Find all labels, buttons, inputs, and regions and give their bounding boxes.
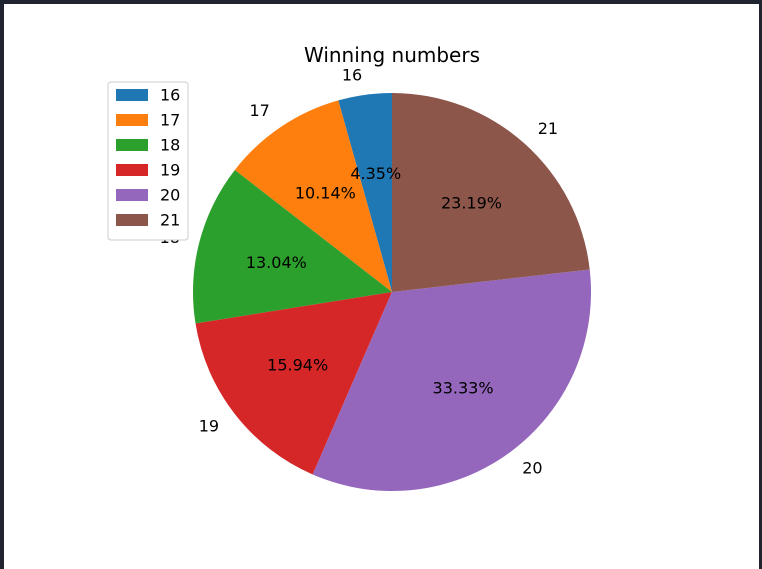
- legend: 16 17 18 19 20 21: [107, 81, 189, 241]
- slice-percent-17: 10.14%: [295, 183, 356, 202]
- pie-slice-16: [338, 93, 392, 292]
- legend-label-17: 17: [160, 111, 180, 130]
- pie-slice-17: [234, 100, 392, 292]
- slice-label-21: 21: [538, 119, 558, 138]
- legend-swatch-19: [116, 164, 148, 176]
- pie-slices: [193, 93, 592, 491]
- slice-percent-20: 33.33%: [433, 378, 494, 397]
- slice-percent-19: 15.94%: [267, 356, 328, 375]
- slice-label-16: 16: [342, 66, 362, 85]
- slice-label-17: 17: [250, 101, 270, 120]
- slice-percent-16: 4.35%: [350, 164, 401, 183]
- legend-swatch-20: [116, 189, 148, 201]
- chart-title: Winning numbers: [304, 43, 480, 67]
- legend-swatch-16: [116, 89, 148, 101]
- slice-percent-21: 23.19%: [441, 193, 502, 212]
- pie-slice-18: [193, 169, 392, 324]
- percentage-labels: 4.35%10.14% 13.04% 15.94% 33.33% 23.19%: [246, 164, 502, 397]
- slice-label-20: 20: [522, 458, 542, 477]
- pie-slice-20: [312, 269, 592, 491]
- slice-percent-18: 13.04%: [246, 253, 307, 272]
- legend-label-20: 20: [160, 186, 180, 205]
- legend-swatch-17: [116, 114, 148, 126]
- pie-slice-21: [392, 93, 590, 292]
- legend-swatch-18: [116, 139, 148, 151]
- figure-canvas: Winning numbers 16 17 18 19 20 21 4.35%10.14%…: [4, 4, 759, 569]
- legend-label-16: 16: [160, 86, 180, 105]
- legend-swatch-21: [116, 214, 148, 226]
- pie-slice-19: [195, 292, 392, 475]
- legend-label-18: 18: [160, 136, 180, 155]
- legend-label-19: 19: [160, 161, 180, 180]
- slice-label-19: 19: [199, 417, 219, 436]
- pie-chart: Winning numbers 16 17 18 19 20 21 4.35%10.14%…: [107, 43, 592, 491]
- legend-label-21: 21: [160, 211, 180, 230]
